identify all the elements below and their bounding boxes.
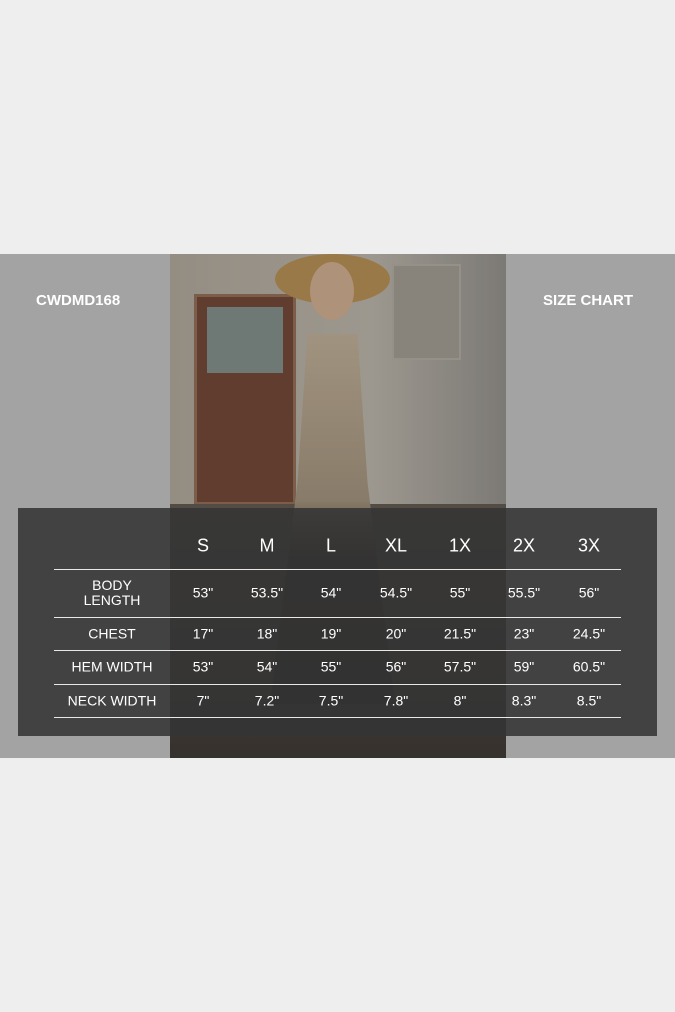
measurement-cell: 8" (453, 692, 467, 709)
row-label: NECK WIDTH (67, 692, 157, 709)
row-label-line: HEM WIDTH (71, 658, 153, 675)
size-header: XL (384, 535, 408, 556)
size-header: L (325, 535, 337, 556)
size-header: 1X (448, 535, 472, 556)
measurement-cell: 56" (578, 584, 600, 601)
measurement-cell: 17" (192, 625, 214, 642)
measurement-cell: 54.5" (379, 584, 413, 601)
measurement-cell: 53" (192, 584, 214, 601)
measurement-cell: 23" (513, 625, 535, 642)
size-header: S (196, 535, 210, 556)
size-chart-table: S M L XL 1X 2X 3X BODY LENGTH 53" 53.5" 54" 54.5" 55"… (18, 508, 657, 736)
measurement-cell: 19" (320, 625, 342, 642)
measurement-cell: 7" (196, 692, 210, 709)
measurement-cell: 21.5" (443, 625, 477, 642)
measurement-cell: 7.5" (318, 692, 344, 709)
measurement-cell: 8.5" (576, 692, 602, 709)
measurement-cell: 60.5" (572, 658, 606, 675)
row-label-line: LENGTH (83, 592, 141, 608)
measurement-cell: 57.5" (443, 658, 477, 675)
measurement-cell: 54" (256, 658, 278, 675)
row-label: BODY LENGTH (84, 578, 141, 608)
measurement-cell: 18" (256, 625, 278, 642)
row-divider (54, 717, 621, 718)
measurement-cell: 20" (385, 625, 407, 642)
measurement-cell: 53" (192, 658, 214, 675)
measurement-cell: 7.8" (383, 692, 409, 709)
measurement-cell: 7.2" (254, 692, 280, 709)
row-label: HEM WIDTH (71, 658, 153, 675)
size-header: M (259, 535, 275, 556)
row-divider (54, 617, 621, 618)
row-divider (54, 569, 621, 570)
measurement-cell: 54" (320, 584, 342, 601)
row-divider (54, 650, 621, 651)
row-label-line: BODY (92, 577, 132, 593)
measurement-cell: 53.5" (250, 584, 284, 601)
size-header: 2X (512, 535, 536, 556)
measurement-cell: 55.5" (507, 584, 541, 601)
product-code: CWDMD168 (36, 292, 121, 309)
measurement-cell: 24.5" (572, 625, 606, 642)
measurement-cell: 59" (513, 658, 535, 675)
measurement-cell: 8.3" (511, 692, 537, 709)
row-label-line: CHEST (88, 625, 136, 642)
measurement-cell: 56" (385, 658, 407, 675)
row-label: CHEST (88, 625, 136, 642)
row-label-line: NECK WIDTH (67, 692, 157, 709)
measurement-cell: 55" (320, 658, 342, 675)
measurement-cell: 55" (449, 584, 471, 601)
row-divider (54, 684, 621, 685)
size-header: 3X (577, 535, 601, 556)
size-chart-title: SIZE CHART (543, 292, 633, 309)
